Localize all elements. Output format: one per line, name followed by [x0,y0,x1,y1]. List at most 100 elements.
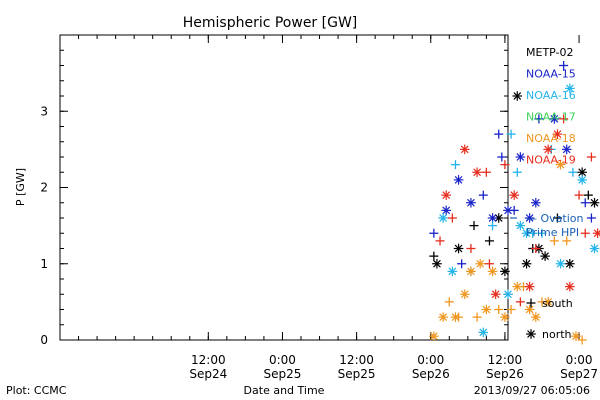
data-point-noaa-15-south [534,114,544,124]
data-point-noaa-18-north [531,312,541,322]
data-point-noaa-19-north [564,281,575,292]
series-legend: METP-02 NOAA-15 NOAA-16 NOAA-17 NOAA-18 NOAA-… [526,46,576,167]
data-point-noaa-16-north [521,228,532,239]
legend-entry-noaa-17: NOAA-17 [526,111,576,124]
x-tick-label-time: 0:00 [417,353,444,367]
data-point-noaa-16-north [503,289,513,300]
data-point-noaa-18-south [506,305,516,314]
data-point-noaa-19-north [524,281,535,292]
data-point-noaa-16-north [438,213,448,223]
data-point-noaa-18-north [524,304,535,315]
legend-entry-noaa-15: NOAA-15 [526,68,576,81]
data-point-noaa-18-north [459,289,470,300]
y-tick-label: 2 [40,181,48,195]
data-point-noaa-15-north [549,114,560,124]
data-point-noaa-19-north [459,144,470,155]
data-point-noaa-16-south [537,228,547,238]
data-point-noaa-19-north [472,167,482,178]
y-tick-label: 1 [40,257,48,271]
data-point-noaa-19-south [559,114,569,124]
y-axis-label: P [GW] [14,168,27,206]
y-tick-label: 0 [40,333,48,347]
data-point-noaa-19-south [515,297,525,307]
legend-entry-noaa-18: NOAA-18 [526,132,576,145]
data-point-noaa-15-north [524,213,535,223]
data-point-noaa-15-south [497,152,507,162]
data-point-noaa-19-south [466,244,476,253]
data-point-noaa-19-south [531,244,541,253]
data-point-metp-02-north [564,258,575,269]
data-point-noaa-18-south [577,335,587,345]
data-point-noaa-15-south [457,259,467,269]
data-point-noaa-19-south [447,213,457,223]
data-point-noaa-19-north [552,129,563,139]
data-point-noaa-19-north [543,144,553,155]
y-axis: 0 1 2 3 [40,34,508,347]
data-point-metp-02-north [512,91,523,101]
data-point-noaa-15-north [453,175,464,185]
data-point-metp-02-north [589,197,600,208]
data-point-noaa-15-south [478,190,488,200]
reference-marker: — Ovation Prime HPI [510,212,584,239]
data-point-noaa-19-south [574,190,584,200]
data-point-noaa-15-south [586,213,596,223]
data-point-metp-02-south [583,190,593,200]
data-point-noaa-15-north [561,144,572,155]
data-point-noaa-18-north [571,331,581,341]
x-tick-label-date: Sep24 [189,367,227,381]
data-point-noaa-18-north [429,331,439,341]
data-point-noaa-19-south [481,167,491,177]
data-point-noaa-19-north [592,228,600,239]
data-point-noaa-19-south [484,259,494,269]
data-point-noaa-16-north [555,258,566,269]
data-point-metp-02-north [432,258,442,269]
x-tick-label-date: Sep27 [560,367,598,381]
data-point-noaa-15-south [559,61,569,70]
data-point-noaa-15-south [429,228,439,238]
legend-entry-metp-02: METP-02 [526,46,574,59]
data-point-noaa-15-north [503,205,513,216]
data-point-noaa-16-north [589,243,600,254]
ovation-label-line1: — Ovation [526,212,584,225]
data-point-noaa-16-south [450,160,460,170]
data-point-noaa-18-north [555,159,566,170]
data-point-noaa-16-south [506,129,516,139]
data-point-noaa-15-south [494,129,504,139]
data-point-noaa-18-north [438,312,448,322]
legend-symbol-star [526,329,536,339]
x-tick-label-date: Sep26 [412,367,450,381]
x-tick-label-date: Sep25 [338,367,376,381]
data-point-noaa-19-north [441,190,452,200]
x-tick-label-time: 0:00 [566,353,593,367]
legend-entry-noaa-19: NOAA-19 [526,154,576,167]
x-tick-label-time: 12:00 [488,353,523,367]
data-point-metp-02-north [521,258,532,269]
data-point-noaa-15-south [509,205,519,215]
data-point-metp-02-north [453,243,464,254]
legend-symbol-label: north [542,328,572,341]
data-point-noaa-16-south [488,221,498,231]
data-point-metp-02-south [484,236,494,246]
legend-entry-noaa-16: NOAA-16 [526,89,576,102]
legend-symbol-label: south [542,297,573,310]
data-point-noaa-16-north [564,83,575,94]
data-point-metp-02-north [493,213,504,223]
data-point-noaa-19-north [490,289,501,300]
x-axis: 12:00Sep240:00Sep2512:00Sep250:00Sep2612… [59,35,598,381]
chart-title: Hemispheric Power [GW] [183,15,358,31]
data-point-noaa-16-south [528,228,538,238]
data-point-noaa-19-south [580,228,590,238]
x-tick-label-date: Sep25 [264,367,302,381]
data-point-noaa-18-south [444,297,454,307]
data-point-noaa-19-south [500,160,510,170]
x-tick-label-time: 12:00 [339,353,374,367]
data-point-metp-02-south [469,221,479,231]
data-point-noaa-19-north [509,190,519,200]
plot-frame [59,34,509,341]
ovation-label-line2: Prime HPI [526,226,579,239]
data-point-metp-02-north [500,266,510,277]
symbol-legend: south north [526,297,573,341]
x-tick-label-date: Sep26 [486,367,524,381]
data-point-noaa-18-north [475,258,485,269]
